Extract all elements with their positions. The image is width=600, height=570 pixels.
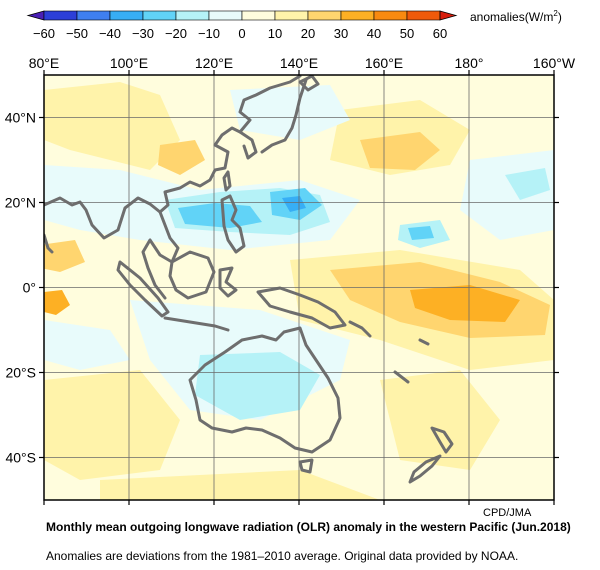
coastline-taiwan xyxy=(222,170,232,192)
anomaly-field xyxy=(44,75,554,500)
coastlines xyxy=(44,75,454,484)
colorbar-tick-label: 10 xyxy=(268,26,282,41)
colorbar-tick-label: 60 xyxy=(433,26,447,41)
anomaly-positive-core xyxy=(44,240,85,272)
colorbar-arrow-high xyxy=(439,10,458,21)
anomaly-positive-patch xyxy=(100,470,380,500)
anomaly-positive-patch xyxy=(380,370,500,470)
colorbar-unit-label: anomalies(W/m2) xyxy=(470,9,562,24)
colorbar-tick-label: 30 xyxy=(334,26,348,41)
longitude-label: 140°E xyxy=(280,55,318,71)
coastline-borneo xyxy=(168,250,216,300)
anomaly-positive-core xyxy=(360,132,440,170)
anomaly-negative-patch xyxy=(230,85,350,140)
coastline-sulawesi xyxy=(218,266,238,298)
colorbar-tick-label: −60 xyxy=(33,26,55,41)
latitude-labels: 40°N 20°N 0° 20°S 40°S xyxy=(5,110,36,466)
anomaly-negative-strong xyxy=(282,196,306,212)
gridlines xyxy=(44,75,554,500)
axis-ticks xyxy=(39,70,559,505)
coastline-new-zealand-south xyxy=(408,454,442,484)
coastline-indochina xyxy=(141,210,180,300)
anomaly-positive-core xyxy=(44,290,70,315)
colorbar-tick-label: 20 xyxy=(301,26,315,41)
coastline-hokkaido xyxy=(298,75,320,92)
coastline-korea xyxy=(238,130,258,160)
colorbar-tick-label: 50 xyxy=(400,26,414,41)
anomaly-positive-patch xyxy=(44,82,180,170)
longitude-label: 160°W xyxy=(533,55,576,71)
anomaly-negative-strong xyxy=(408,226,434,240)
coastline-japan xyxy=(260,78,308,154)
latitude-label: 40°S xyxy=(5,450,36,466)
longitude-label: 180° xyxy=(455,55,484,71)
coastline-tasmania xyxy=(298,458,314,474)
colorbar-tick-label: −10 xyxy=(198,26,220,41)
colorbar-tick-label: −40 xyxy=(99,26,121,41)
latitude-label: 20°N xyxy=(5,195,36,211)
coastline-new-zealand-north xyxy=(430,426,454,454)
colorbar: −60 −50 −40 −30 −20 −10 0 10 20 30 40 50 60 xyxy=(26,10,458,41)
olr-anomaly-map: 80°E 100°E 120°E 140°E 160°E 180° 160°W 40°N 20… xyxy=(5,55,576,505)
coastline-india xyxy=(44,233,54,254)
longitude-labels: 80°E 100°E 120°E 140°E 160°E 180° 160°W xyxy=(29,55,576,71)
coastline-new-guinea xyxy=(256,286,347,330)
anomaly-negative-core xyxy=(195,352,320,420)
coastline-fiji xyxy=(418,338,430,346)
coastline-sumatra xyxy=(116,260,170,318)
longitude-label: 120°E xyxy=(195,55,233,71)
longitude-label: 100°E xyxy=(110,55,148,71)
anomaly-positive-core xyxy=(158,140,205,175)
anomaly-positive-patch xyxy=(44,370,180,480)
colorbar-tick-label: 0 xyxy=(238,26,245,41)
colorbar-tick-label: 40 xyxy=(367,26,381,41)
anomaly-negative-strong xyxy=(178,203,262,228)
latitude-label: 40°N xyxy=(5,110,36,126)
colorbar-tick-label: −50 xyxy=(66,26,88,41)
anomaly-negative-patch xyxy=(44,320,130,370)
coastline-solomons xyxy=(348,320,372,338)
coastline-new-caledonia xyxy=(393,370,410,384)
longitude-label: 80°E xyxy=(29,55,60,71)
colorbar-labels: −60 −50 −40 −30 −20 −10 0 10 20 30 40 50 60 xyxy=(33,26,447,41)
coastline-philippines xyxy=(220,194,246,254)
latitude-label: 20°S xyxy=(5,365,36,381)
coastline-java xyxy=(163,316,230,332)
coastline-australia xyxy=(188,326,342,454)
colorbar-cells xyxy=(26,10,458,21)
caption-note: Anomalies are deviations from the 1981–2… xyxy=(46,549,519,563)
credit-label: CPD/JMA xyxy=(483,507,532,519)
coastline-asia xyxy=(44,75,302,240)
latitude-label: 0° xyxy=(23,280,36,296)
caption-title: Monthly mean outgoing longwave radiation… xyxy=(46,520,571,534)
colorbar-tick-label: −20 xyxy=(165,26,187,41)
anomaly-positive-core xyxy=(410,285,520,322)
anomaly-negative-core xyxy=(505,168,550,200)
colorbar-tick-label: −30 xyxy=(132,26,154,41)
longitude-label: 160°E xyxy=(365,55,403,71)
